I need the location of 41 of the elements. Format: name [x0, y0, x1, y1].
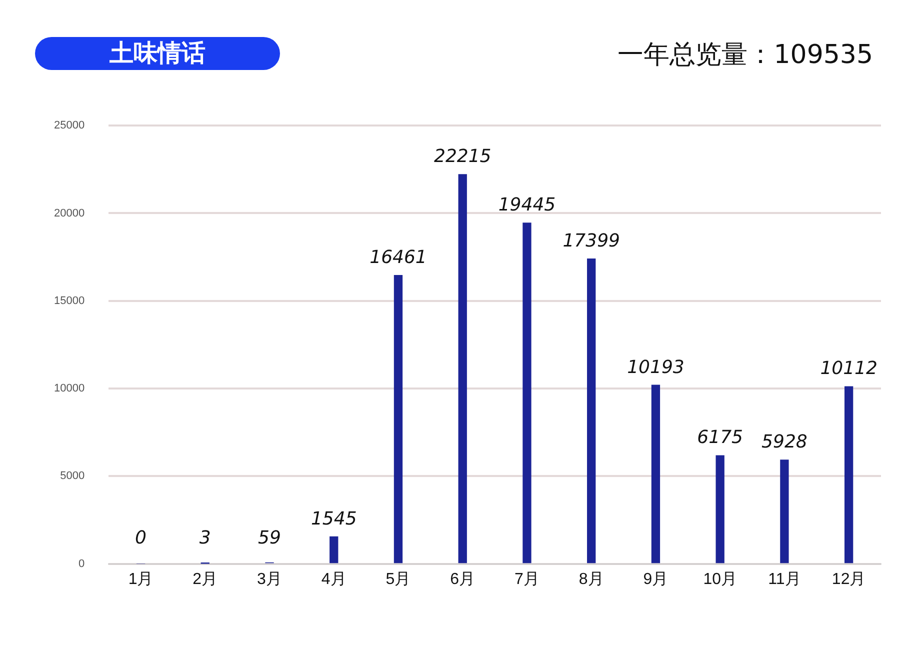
- bar: [394, 274, 403, 564]
- bar: [587, 258, 596, 564]
- chart-subtitle: 一年总览量：109535: [618, 39, 873, 72]
- x-tick-label: 7月: [514, 570, 540, 588]
- data-label: 59: [258, 527, 281, 548]
- x-tick-label: 9月: [643, 570, 668, 588]
- bar: [330, 536, 338, 564]
- x-tick-label: 8月: [578, 570, 604, 588]
- chart-title: 土味情话: [35, 37, 280, 70]
- y-tick-label: 25000: [54, 120, 85, 132]
- x-tick-label: 4月: [321, 570, 346, 588]
- y-tick-label: 0: [78, 558, 85, 570]
- x-tick-label: 2月: [192, 570, 218, 588]
- data-label: 0: [135, 527, 146, 548]
- bar: [844, 386, 854, 564]
- data-label: 22215: [434, 146, 492, 168]
- data-label: 6175: [697, 427, 743, 448]
- data-label: 5928: [762, 432, 808, 453]
- data-label: 10112: [820, 358, 878, 380]
- data-label: 17399: [562, 230, 620, 252]
- data-label: 3: [199, 527, 211, 548]
- y-tick-label: 20000: [54, 207, 85, 220]
- y-tick-label: 5000: [60, 470, 85, 482]
- x-tick-label: 5月: [386, 570, 411, 588]
- bar: [780, 460, 789, 564]
- y-tick-label: 15000: [54, 294, 85, 307]
- x-tick-label: 11月: [768, 570, 801, 588]
- y-tick-label: 10000: [54, 382, 85, 395]
- data-label: 19445: [498, 194, 556, 216]
- data-label: 1545: [310, 508, 357, 530]
- x-tick-label: 12月: [832, 570, 866, 588]
- x-tick-label: 1月: [128, 570, 154, 588]
- bar: [651, 384, 660, 564]
- data-label: 16461: [370, 246, 427, 268]
- bar: [458, 174, 467, 564]
- bar: [522, 222, 532, 564]
- x-tick-label: 10月: [703, 570, 737, 588]
- bar: [716, 455, 724, 564]
- data-label: 10193: [627, 356, 684, 378]
- x-tick-label: 6月: [450, 570, 476, 588]
- x-tick-label: 3月: [257, 570, 282, 588]
